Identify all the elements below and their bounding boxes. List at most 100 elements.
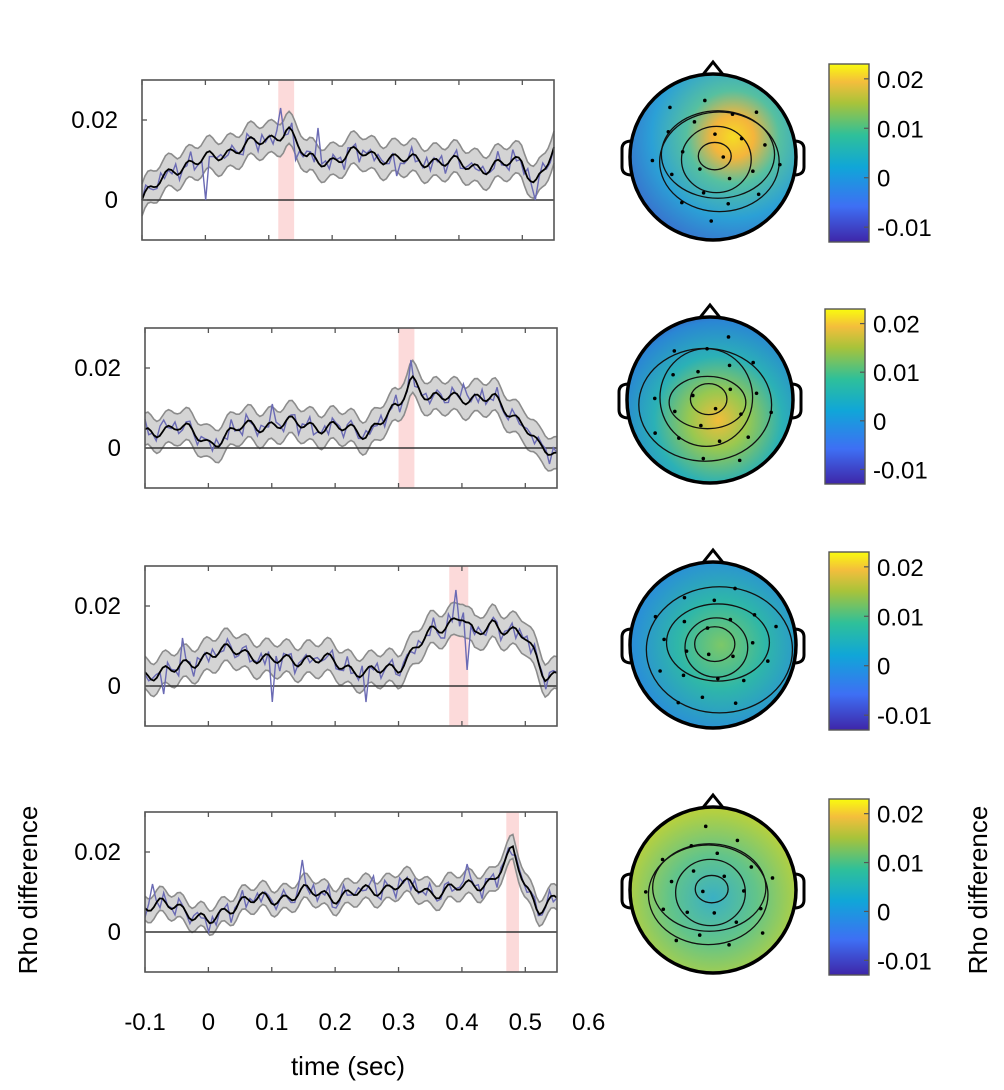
electrode-dot bbox=[728, 617, 733, 622]
electrode-dot bbox=[746, 435, 751, 439]
electrode-dot bbox=[682, 619, 687, 624]
electrode-dot bbox=[730, 112, 735, 117]
left-ear bbox=[620, 139, 633, 177]
electrode-dot bbox=[701, 190, 706, 195]
electrode-dot bbox=[698, 167, 702, 171]
electrode-dot bbox=[643, 890, 648, 894]
electrode-dot bbox=[701, 456, 706, 461]
electrode-dot bbox=[677, 436, 681, 440]
ci-upper-edge bbox=[144, 833, 558, 913]
contour-line bbox=[665, 603, 771, 682]
nose-marker bbox=[699, 59, 727, 78]
colorbar-tick-label: 0.02 bbox=[877, 555, 924, 582]
topoplot-4 bbox=[620, 792, 806, 975]
ci-lower-edge bbox=[144, 391, 558, 472]
electrode-dot bbox=[726, 335, 731, 339]
electrode-dot bbox=[705, 346, 709, 351]
electrode-dot bbox=[669, 879, 674, 884]
electrode-dot bbox=[751, 169, 755, 174]
electrode-dot bbox=[666, 129, 671, 134]
colorbar-tick-label: 0.02 bbox=[877, 802, 924, 829]
contour-line bbox=[684, 617, 749, 678]
colorbar-2: 0.02 0.01 0 -0.01 bbox=[824, 308, 928, 485]
electrode-dot bbox=[705, 626, 710, 630]
ci-lower-edge bbox=[144, 633, 558, 699]
electrode-dot bbox=[713, 406, 718, 411]
electrode-dot bbox=[734, 920, 739, 924]
ci-band bbox=[142, 111, 554, 216]
head-outline bbox=[628, 560, 798, 730]
x-tick-label: 0.5 bbox=[509, 1009, 542, 1036]
y-tick-label: 0.02 bbox=[71, 107, 118, 134]
contour-line bbox=[645, 586, 794, 714]
y-tick-label: 0.02 bbox=[74, 355, 121, 382]
electrode-dot bbox=[728, 387, 733, 392]
nose-marker bbox=[696, 302, 724, 321]
colorbar-tick-label: -0.01 bbox=[873, 457, 928, 484]
electrode-dot bbox=[689, 844, 694, 848]
left-ear bbox=[620, 872, 633, 910]
line-panel-1: 00.02 bbox=[71, 79, 555, 241]
electrode-dot bbox=[727, 943, 731, 947]
colorbar-label: Rho difference bbox=[963, 806, 993, 975]
x-axis-label: time (sec) bbox=[291, 1051, 405, 1081]
contour-line bbox=[674, 858, 746, 927]
x-tick-label: 0.2 bbox=[318, 1009, 351, 1036]
left-ear bbox=[620, 627, 633, 665]
contour-line bbox=[694, 874, 729, 904]
contour-line bbox=[668, 375, 747, 430]
electrode-dot bbox=[653, 431, 657, 435]
line-panel-2: 00.02 bbox=[74, 327, 558, 489]
electrode-dot bbox=[699, 423, 703, 428]
colorbar-tick-label: 0 bbox=[873, 409, 886, 436]
electrode-dot bbox=[680, 200, 684, 205]
contour-line bbox=[638, 347, 773, 462]
y-axis-label: Rho difference bbox=[13, 806, 43, 975]
electrode-dot bbox=[691, 393, 695, 398]
electrode-dot bbox=[722, 874, 727, 879]
colorbar-gradient bbox=[828, 551, 870, 731]
y-tick-label: 0 bbox=[108, 435, 121, 462]
electrode-dot bbox=[754, 110, 759, 115]
electrode-dot bbox=[769, 410, 773, 415]
electrode-dot bbox=[674, 938, 679, 943]
topoplot-2 bbox=[617, 302, 803, 485]
electrode-dot bbox=[731, 654, 735, 659]
electrode-dot bbox=[653, 614, 658, 619]
ci-band bbox=[145, 834, 557, 936]
electrode-dot bbox=[658, 669, 662, 673]
contour-line bbox=[689, 382, 728, 416]
colorbar-3: 0.02 0.01 0 -0.01 bbox=[828, 551, 932, 731]
electrode-dot bbox=[660, 857, 665, 862]
x-tick-label: 0 bbox=[202, 1009, 215, 1036]
x-tick-label: 0.1 bbox=[255, 1009, 288, 1036]
mean-series-line bbox=[144, 617, 558, 683]
topoplot-1 bbox=[620, 59, 806, 242]
nose-marker bbox=[699, 547, 727, 566]
mean-series-line bbox=[144, 845, 558, 925]
electrode-dot bbox=[760, 931, 765, 935]
electrode-dot bbox=[696, 369, 700, 374]
x-tick-label: 0.6 bbox=[572, 1009, 605, 1036]
electrode-dot bbox=[671, 372, 675, 377]
electrode-dot bbox=[692, 120, 697, 124]
colorbar-tick-label: 0.01 bbox=[877, 604, 924, 631]
electrode-dot bbox=[685, 910, 690, 915]
colorbar-tick-label: -0.01 bbox=[877, 703, 932, 730]
electrode-dot bbox=[676, 700, 681, 705]
electrode-dot bbox=[706, 652, 711, 657]
head-outline bbox=[628, 805, 798, 975]
left-ear bbox=[617, 382, 630, 420]
electrode-dot bbox=[672, 349, 677, 353]
scalp-map bbox=[627, 317, 793, 483]
electrode-dot bbox=[680, 149, 685, 154]
electrode-dot bbox=[691, 869, 696, 873]
electrode-dot bbox=[750, 640, 755, 645]
electrode-dot bbox=[713, 132, 717, 136]
colorbar-tick-label: 0.02 bbox=[877, 67, 924, 94]
y-tick-label: 0 bbox=[108, 919, 121, 946]
electrode-dot bbox=[661, 907, 666, 912]
contour-line bbox=[697, 141, 732, 171]
electrode-dot bbox=[697, 933, 702, 937]
